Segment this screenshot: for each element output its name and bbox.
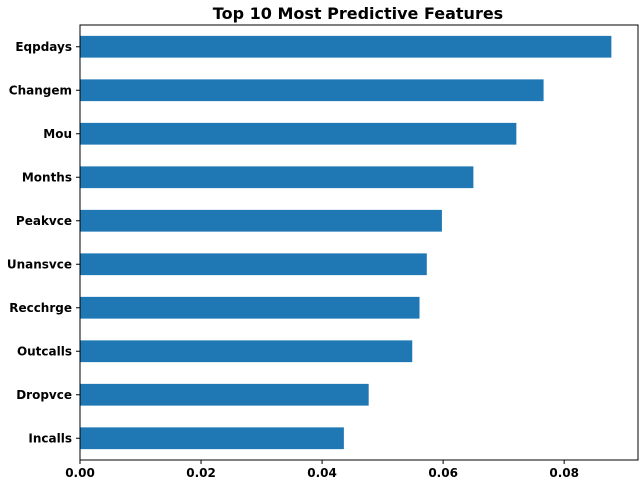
bar-months — [80, 166, 474, 189]
y-tick-label: Dropvce — [16, 388, 72, 402]
x-tick-label: 0.00 — [65, 466, 95, 480]
y-tick-label: Incalls — [28, 431, 72, 445]
x-tick-label: 0.08 — [549, 466, 579, 480]
y-tick-label: Outcalls — [17, 344, 72, 358]
bar-changem — [80, 79, 544, 102]
x-tick-label: 0.02 — [186, 466, 216, 480]
chart-title: Top 10 Most Predictive Features — [213, 4, 503, 23]
plot-frame — [79, 24, 639, 461]
bar-eqpdays — [80, 35, 612, 58]
bar-incalls — [80, 427, 344, 450]
bar-peakvce — [80, 209, 442, 232]
bar-recchrge — [80, 296, 420, 319]
bar-mou — [80, 122, 517, 145]
y-tick-label: Eqpdays — [15, 40, 72, 54]
y-tick-label: Peakvce — [16, 214, 72, 228]
bar-dropvce — [80, 383, 369, 406]
x-tick-label: 0.06 — [428, 466, 458, 480]
y-tick-label: Unansvce — [7, 257, 72, 271]
y-tick-label: Months — [22, 170, 72, 184]
y-tick-label: Mou — [43, 127, 72, 141]
x-axis-ticks: 0.00 0.02 0.04 0.06 0.08 — [65, 460, 579, 480]
y-tick-label: Changem — [9, 83, 72, 97]
x-tick-label: 0.04 — [307, 466, 337, 480]
bar-outcalls — [80, 340, 413, 363]
bars-layer — [80, 35, 612, 450]
y-tick-label: Recchrge — [9, 301, 72, 315]
y-axis-ticks: Eqpdays Changem Mou Months Peakvce Unansvce Re… — [7, 40, 80, 445]
bar-unansvce — [80, 253, 427, 276]
